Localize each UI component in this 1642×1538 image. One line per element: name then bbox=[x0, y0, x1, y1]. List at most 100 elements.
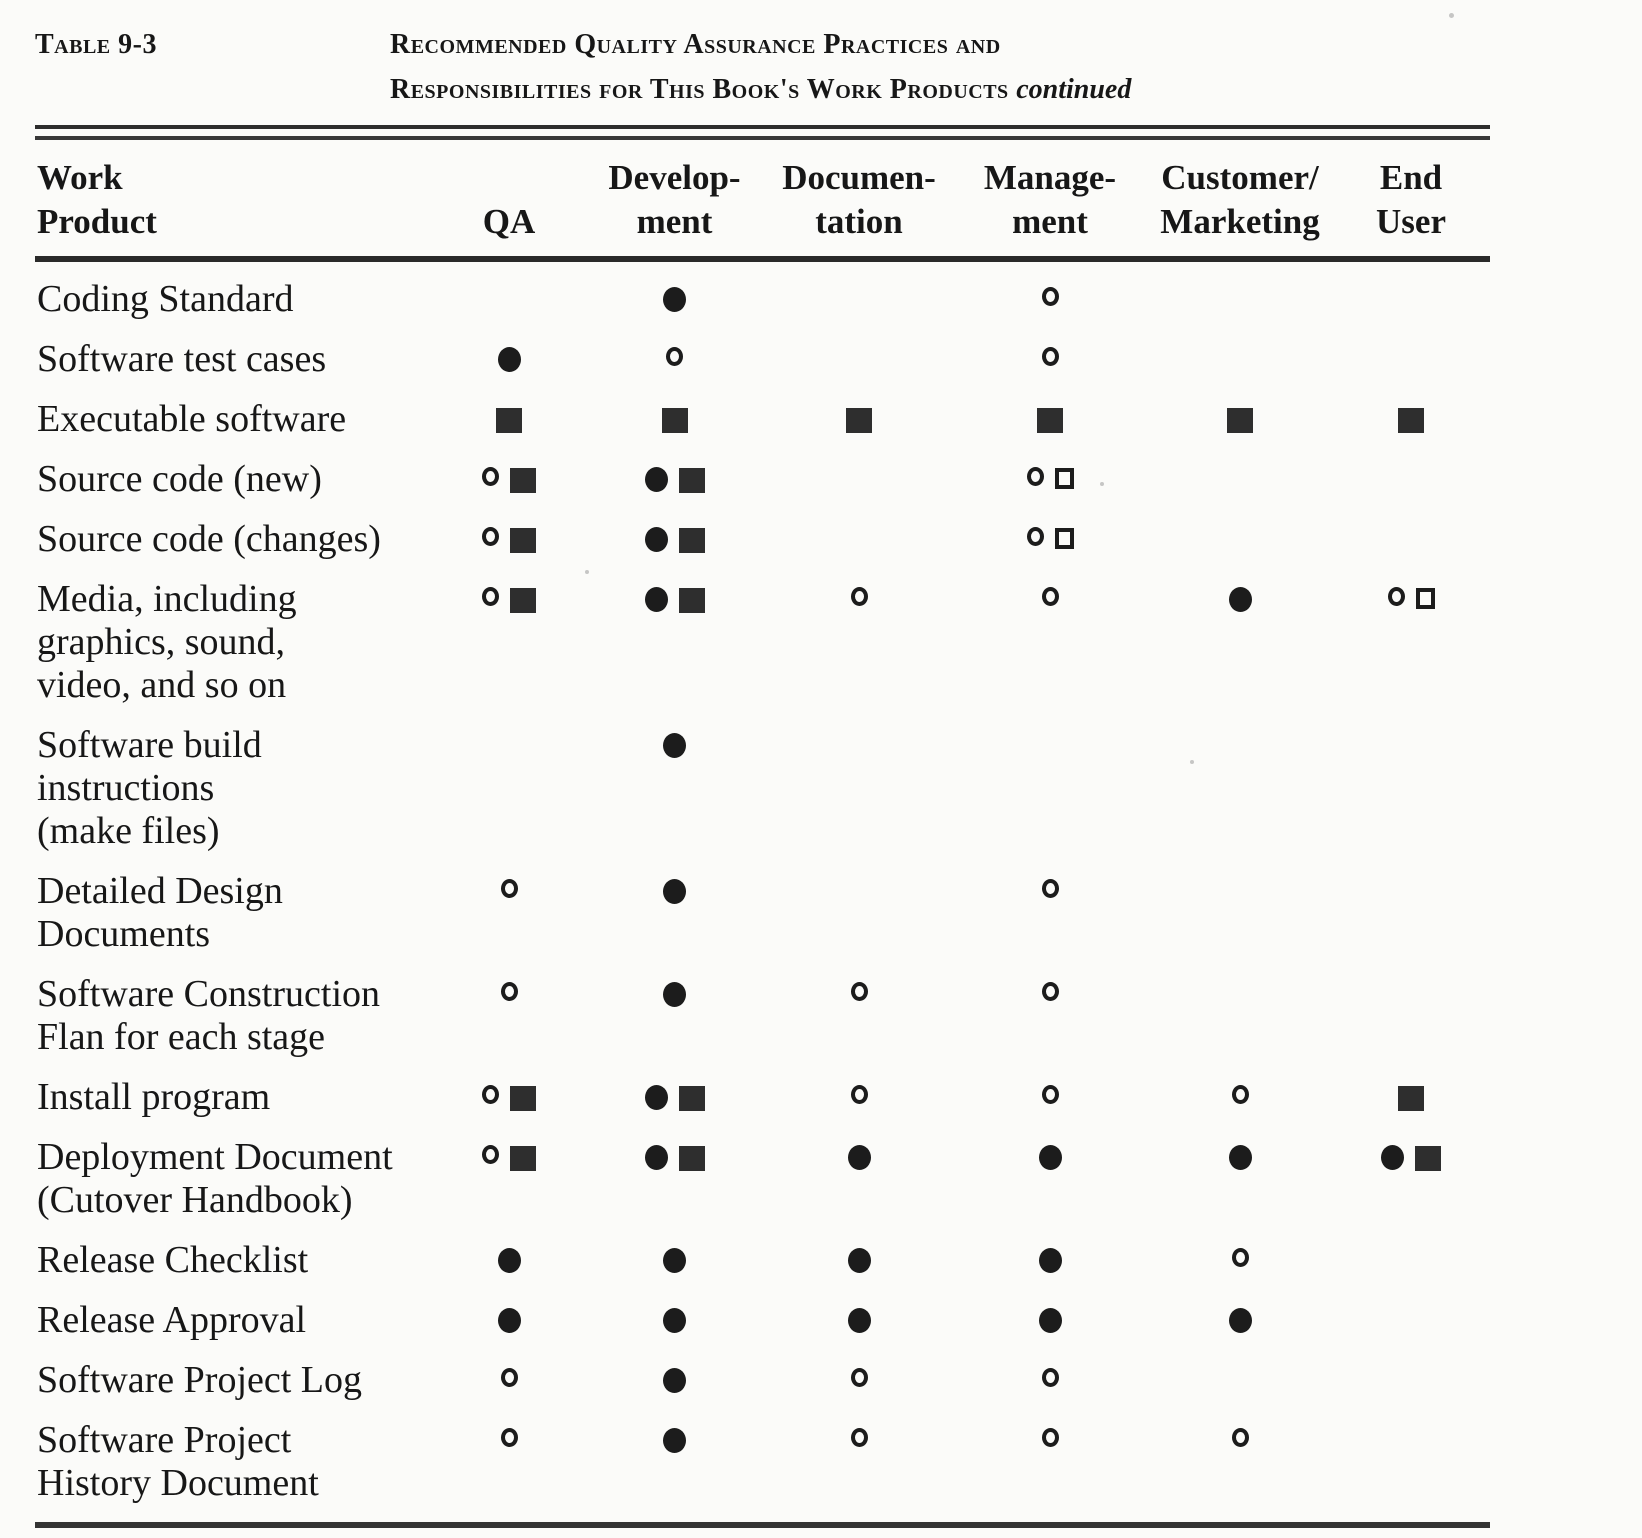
filled-square-icon bbox=[1227, 408, 1253, 433]
table-row: Software test cases bbox=[35, 338, 1490, 381]
filled-circle-icon bbox=[1228, 1145, 1252, 1170]
filled-circle-icon bbox=[1038, 1145, 1062, 1170]
header-col-customer-marketing: Customer/Marketing bbox=[1160, 158, 1320, 241]
cell-end-user bbox=[1332, 398, 1490, 441]
filled-square-icon bbox=[510, 528, 536, 553]
table-row: Software Construction Flan for each stage bbox=[35, 973, 1490, 1059]
cell-documentation bbox=[766, 398, 952, 441]
header-bottom-rule bbox=[35, 256, 1490, 262]
cell-customer-marketing bbox=[1148, 1419, 1332, 1505]
table-row: Detailed Design Documents bbox=[35, 870, 1490, 956]
cell-management bbox=[952, 973, 1148, 1059]
header-col-development: Develop-ment bbox=[608, 158, 741, 241]
open-circle-icon bbox=[482, 1085, 499, 1104]
cell-development bbox=[583, 973, 766, 1059]
filled-square-icon bbox=[1398, 1086, 1424, 1111]
filled-square-icon bbox=[1037, 408, 1063, 433]
cell-documentation bbox=[766, 973, 952, 1059]
row-label: Detailed Design Documents bbox=[37, 870, 283, 955]
open-circle-icon bbox=[482, 467, 499, 486]
scan-speck bbox=[1449, 13, 1454, 18]
cell-documentation bbox=[766, 1239, 952, 1282]
cell-end-user bbox=[1332, 973, 1490, 1059]
cell-management bbox=[952, 338, 1148, 381]
open-circle-icon bbox=[850, 1085, 868, 1104]
filled-square-icon bbox=[496, 408, 522, 433]
row-label: Coding Standard bbox=[37, 278, 294, 320]
cell-customer-marketing bbox=[1148, 1136, 1332, 1222]
open-circle-icon bbox=[482, 587, 499, 606]
cell-end-user bbox=[1332, 578, 1490, 707]
open-square-icon bbox=[1415, 588, 1435, 609]
row-label: Deployment Document (Cutover Handbook) bbox=[37, 1136, 393, 1221]
cell-documentation bbox=[766, 278, 952, 321]
table-header-row: Work Product QA Develop-ment Documen-tation… bbox=[35, 140, 1490, 256]
cell-documentation bbox=[766, 1136, 952, 1222]
open-circle-icon bbox=[850, 1428, 868, 1447]
cell-documentation bbox=[766, 870, 952, 956]
row-label: Software Construction Flan for each stage bbox=[37, 973, 381, 1058]
open-circle-icon bbox=[1387, 587, 1405, 606]
table-row: Software Project Log bbox=[35, 1359, 1490, 1402]
cell-management bbox=[952, 1359, 1148, 1402]
filled-square-icon bbox=[510, 588, 536, 613]
cell-qa bbox=[435, 278, 583, 321]
table-row: Release Checklist bbox=[35, 1239, 1490, 1282]
cell-development bbox=[583, 578, 766, 707]
open-circle-icon bbox=[1041, 1085, 1059, 1104]
cell-management bbox=[952, 1419, 1148, 1505]
cell-qa bbox=[435, 724, 583, 853]
top-double-rule bbox=[35, 125, 1490, 140]
filled-circle-icon bbox=[1038, 1308, 1062, 1333]
filled-square-icon bbox=[510, 468, 536, 493]
filled-circle-icon bbox=[847, 1248, 871, 1273]
row-label: Media, including graphics, sound, video, a… bbox=[37, 578, 297, 706]
cell-customer-marketing bbox=[1148, 870, 1332, 956]
filled-circle-icon bbox=[644, 527, 668, 552]
filled-circle-icon bbox=[644, 1145, 668, 1170]
cell-management bbox=[952, 518, 1148, 561]
cell-end-user bbox=[1332, 278, 1490, 321]
cell-qa bbox=[435, 870, 583, 956]
scan-speck bbox=[1190, 760, 1194, 764]
table-body: Coding Standard Software test cases Execut… bbox=[35, 262, 1642, 1505]
filled-circle-icon bbox=[497, 1248, 521, 1273]
open-circle-icon bbox=[1041, 347, 1059, 366]
open-circle-icon bbox=[1026, 467, 1044, 486]
header-col-qa: QA bbox=[482, 202, 536, 241]
row-label: Source code (changes) bbox=[37, 518, 381, 560]
cell-management bbox=[952, 724, 1148, 853]
cell-development bbox=[583, 724, 766, 853]
cell-customer-marketing bbox=[1148, 338, 1332, 381]
open-circle-icon bbox=[1041, 982, 1059, 1001]
table-row: Deployment Document (Cutover Handbook) bbox=[35, 1136, 1490, 1222]
open-circle-icon bbox=[850, 587, 868, 606]
filled-square-icon bbox=[661, 408, 688, 433]
filled-circle-icon bbox=[1228, 587, 1252, 612]
filled-circle-icon bbox=[663, 733, 686, 758]
cell-qa bbox=[435, 398, 583, 441]
row-label: Executable software bbox=[37, 398, 347, 440]
cell-qa bbox=[435, 1419, 583, 1505]
cell-end-user bbox=[1332, 458, 1490, 501]
scan-speck bbox=[585, 570, 589, 574]
filled-square-icon bbox=[678, 528, 705, 553]
table-row: Coding Standard bbox=[35, 278, 1490, 321]
cell-customer-marketing bbox=[1148, 1239, 1332, 1282]
table-row: Software build instructions (make files) bbox=[35, 724, 1490, 853]
open-circle-icon bbox=[1231, 1085, 1249, 1104]
table-row: Source code (new) bbox=[35, 458, 1490, 501]
cell-development bbox=[583, 1359, 766, 1402]
header-work-product: Work Product bbox=[37, 158, 157, 241]
cell-end-user bbox=[1332, 338, 1490, 381]
cell-customer-marketing bbox=[1148, 458, 1332, 501]
filled-circle-icon bbox=[663, 1308, 686, 1333]
cell-qa bbox=[435, 1359, 583, 1402]
open-circle-icon bbox=[1041, 879, 1059, 898]
cell-qa bbox=[435, 518, 583, 561]
filled-circle-icon bbox=[663, 1428, 686, 1453]
cell-customer-marketing bbox=[1148, 973, 1332, 1059]
row-label: Release Checklist bbox=[37, 1239, 309, 1281]
cell-development bbox=[583, 1239, 766, 1282]
cell-end-user bbox=[1332, 1299, 1490, 1342]
